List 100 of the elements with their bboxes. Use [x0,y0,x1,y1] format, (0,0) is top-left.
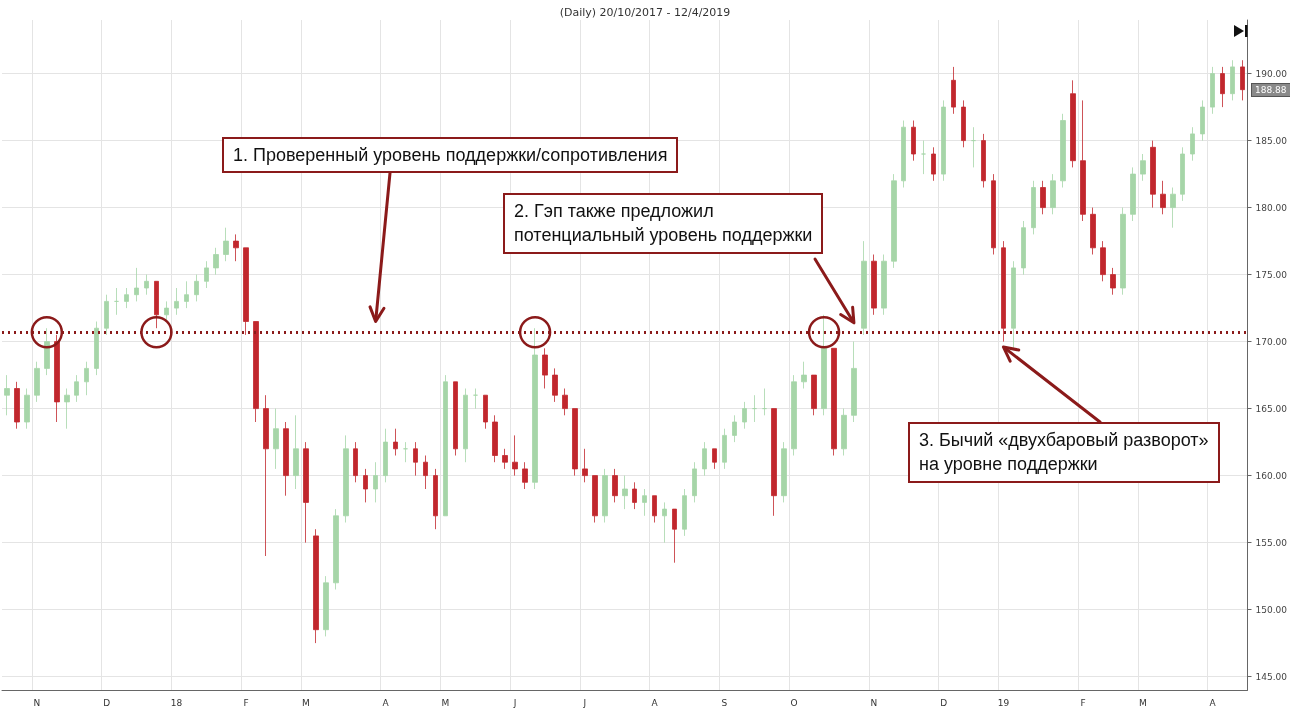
candlestick [1090,207,1096,255]
x-tick-label: A [382,697,390,708]
candlestick [184,280,189,309]
annotation: 1. Проверенный уровень поддержки/сопротивления [222,137,679,174]
candlestick [1120,207,1126,296]
x-tick-label: J [512,697,517,708]
annotation: 3. Бычий «двухбаровый разворот» на уровне поддержки [908,422,1220,483]
x-tick-label: S [721,697,728,708]
candlestick [881,254,887,316]
candlestick [512,435,518,476]
candlestick [652,495,657,523]
candlestick [831,347,837,456]
candlestick [1060,113,1066,188]
candlestick [961,100,966,148]
candlestick [243,247,249,336]
candlestick [712,448,717,470]
x-tick-label: J [582,697,587,708]
candlestick [562,388,568,416]
candlestick [463,388,468,463]
candlestick [931,146,936,182]
candlestick [1021,220,1026,275]
x-tick-label: 19 [997,697,1010,708]
x-tick-label: M [1139,697,1147,708]
candlestick [951,66,956,115]
candlestick [443,374,448,517]
candlestick [1220,66,1225,108]
candlestick [74,374,79,403]
candlestick [1190,126,1195,162]
candlestick [1031,180,1036,235]
y-tick-label: 160.00 [1255,470,1288,481]
candlestick [492,414,498,463]
candlestick [702,441,707,476]
candlestick [901,120,906,188]
y-tick-label: 170.00 [1255,336,1288,347]
candlestick [223,227,229,262]
candlestick [771,408,777,517]
x-tick-label: O [790,697,798,708]
candlestick [233,234,239,262]
candlestick [174,287,179,316]
text: 188.88 [1251,82,1290,97]
candlestick [263,394,269,557]
candlestick [1170,187,1176,229]
candlestick [642,488,647,517]
x-tick-label: D [103,697,111,708]
candlestick [841,408,847,456]
candlestick [283,421,289,497]
candlestick [871,254,877,316]
candlestick [104,294,109,336]
candlestick [1080,100,1086,222]
candlestick [343,435,349,523]
candlestick [293,414,299,490]
candlestick [1130,167,1136,222]
candlestick [273,408,279,470]
candlestick [1100,240,1106,282]
y-tick-label: 150.00 [1255,604,1288,615]
candlestick [542,347,548,389]
candlestick [373,461,378,503]
candlestick [781,441,787,503]
y-tick-label: 185.00 [1255,135,1288,146]
candlestick [1160,180,1166,215]
x-tick-label: 18 [170,697,183,708]
y-tick-label: 175.00 [1255,269,1288,280]
candlestick [84,361,89,396]
candlestick [64,388,70,430]
candlestick [821,314,827,416]
candlestick [851,341,857,423]
candlestick [253,321,259,423]
candlestick [124,287,129,309]
candlestick [602,468,608,523]
candlestick [791,374,797,456]
candlestick [154,280,159,329]
candlestick [1200,100,1205,141]
candlestick [1011,260,1016,349]
candlestick [891,173,897,269]
candlestick [921,140,926,175]
candlestick [114,287,119,316]
candlestick [433,468,438,530]
x-tick-label: N [870,697,878,708]
candlestick [1040,180,1046,215]
candlestick [941,100,946,182]
candlestick [353,441,358,483]
candlestick [911,120,916,162]
candlestick [1230,59,1235,101]
candlestick [592,475,598,523]
candlestick [742,401,747,430]
candlestick [363,468,368,503]
candlestick [1050,173,1056,215]
candlestick [522,461,528,490]
candlestick [1180,146,1185,202]
x-tick-label: M [302,697,310,708]
candlestick [1140,153,1146,182]
candlestick [24,388,30,430]
candlestick [682,488,687,537]
candlestick [981,133,986,188]
candlestick [801,361,807,389]
chart-title: (Daily) 20/10/2017 - 12/4/2019 [559,6,731,19]
candlestick [483,394,488,430]
candlestick [632,481,637,510]
candlestick [403,441,408,463]
candlestick [672,508,677,564]
